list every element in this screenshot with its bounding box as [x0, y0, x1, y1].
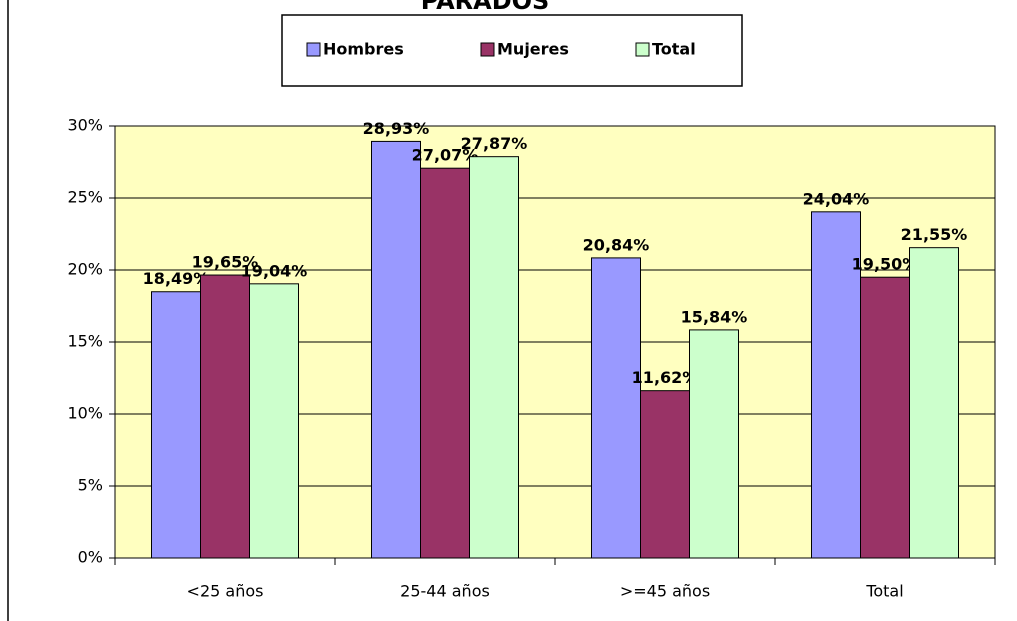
x-tick-label: >=45 años: [620, 582, 710, 601]
y-tick-label: 0%: [78, 548, 103, 567]
data-label: 24,04%: [803, 189, 870, 208]
legend-box: [281, 14, 743, 87]
bar: [420, 167, 470, 559]
bar: [469, 156, 519, 559]
bar: [591, 257, 641, 559]
data-label: 15,84%: [681, 307, 748, 326]
bar: [371, 140, 421, 559]
data-label: 20,84%: [583, 235, 650, 254]
data-label: 19,65%: [192, 253, 259, 272]
y-tick-label: 10%: [67, 404, 103, 423]
bar: [909, 247, 959, 559]
legend-swatch: [635, 42, 650, 57]
y-tick-label: 30%: [67, 116, 103, 135]
data-label: 11,62%: [632, 368, 699, 387]
bar: [151, 291, 201, 559]
y-tick-label: 20%: [67, 260, 103, 279]
chart-title: PARADOS: [421, 0, 550, 15]
bar: [860, 276, 910, 559]
bar: [640, 390, 690, 559]
legend-label: Hombres: [323, 40, 404, 59]
x-tick-label: 25-44 años: [400, 582, 490, 601]
bar: [249, 283, 299, 559]
legend-swatch: [306, 42, 321, 57]
data-label: 18,49%: [143, 269, 210, 288]
data-label: 27,87%: [461, 134, 528, 153]
data-label: 19,04%: [241, 261, 308, 280]
legend-swatch: [480, 42, 495, 57]
y-tick-label: 15%: [67, 332, 103, 351]
x-tick-label: <25 años: [187, 582, 264, 601]
legend-label: Mujeres: [497, 40, 569, 59]
data-label: 27,07%: [412, 146, 479, 165]
data-label: 28,93%: [363, 119, 430, 138]
data-label: 19,50%: [852, 255, 919, 274]
bar: [689, 329, 739, 559]
y-tick-label: 5%: [78, 476, 103, 495]
x-tick-label: Total: [865, 582, 903, 601]
legend-label: Total: [652, 40, 696, 59]
bar: [200, 274, 250, 559]
bar: [811, 211, 861, 559]
data-label: 21,55%: [901, 225, 968, 244]
y-tick-label: 25%: [67, 188, 103, 207]
